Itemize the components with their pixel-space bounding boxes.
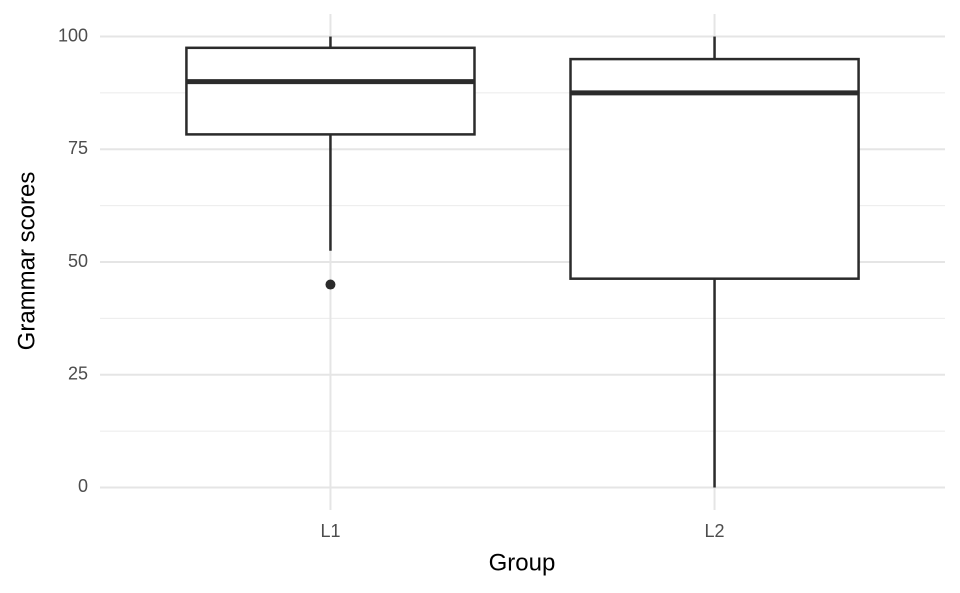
box: [569, 57, 860, 280]
x-axis-title: Group: [489, 549, 556, 576]
box: [185, 46, 476, 136]
y-tick-label: 50: [68, 251, 88, 271]
y-tick-label: 100: [58, 25, 88, 45]
y-tick-label: 75: [68, 138, 88, 158]
outlier: [325, 279, 336, 290]
y-axis-title: Grammar scores: [13, 172, 40, 351]
y-tick-label: 0: [78, 476, 88, 496]
x-tick-label: L1: [320, 521, 340, 541]
x-tick-label: L2: [705, 521, 725, 541]
y-tick-label: 25: [68, 363, 88, 383]
